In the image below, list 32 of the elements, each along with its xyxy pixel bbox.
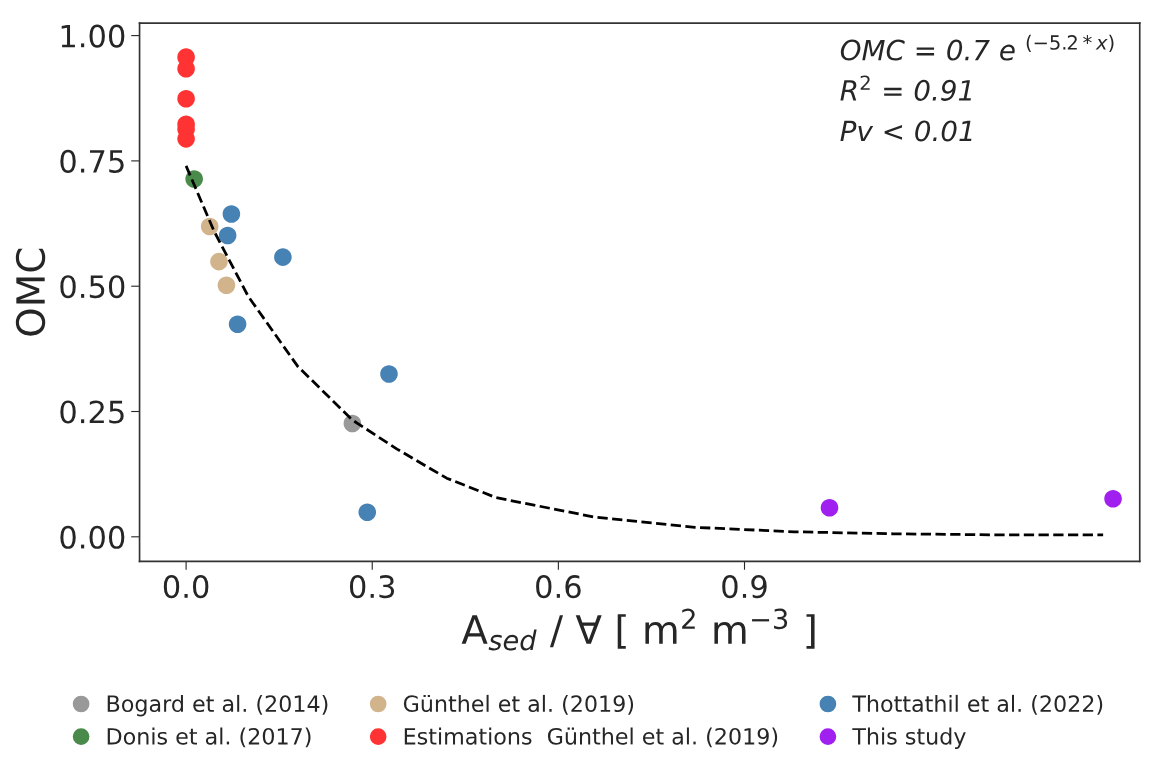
legend-label: Donis et al. (2017) [107, 727, 311, 748]
y-tick-label: 0.00 [60, 525, 125, 549]
annotation: Pv < 0.01 [840, 120, 972, 142]
point [1104, 489, 1122, 508]
y-tick-label: 0.25 [60, 400, 124, 424]
point [177, 89, 195, 108]
legend-label: Thottathil et al. (2022) [852, 694, 1103, 715]
y-tick-label: 1.00 [61, 24, 125, 48]
point [380, 365, 398, 383]
point [228, 315, 247, 334]
x-tick-label: 0.3 [349, 575, 395, 599]
annotation: OMC = 0.7 e $^{(−5.2*x)}$ [840, 34, 1114, 61]
annotation: R$^{2}$ = 0.91 [840, 75, 971, 101]
line-series [184, 164, 1105, 537]
y-tick-label: 0.75 [60, 149, 124, 173]
point [358, 503, 377, 522]
point [217, 276, 236, 294]
y-axis-title: OMC [15, 248, 46, 336]
legend-label: This study [852, 727, 966, 749]
x-axis-title: A$_{sed}$ / ∀ [ m$^{2}$ m$^{−3}$ ] [461, 608, 815, 651]
point [210, 252, 228, 271]
point [274, 248, 292, 266]
legend-label: Günthel et al. (2019) [403, 694, 634, 715]
x-tick-label: 0.0 [163, 575, 209, 599]
point [820, 498, 839, 517]
x-tick-label: 0.9 [722, 575, 767, 599]
point [218, 226, 237, 245]
legend-label: Estimations Günthel et al. (2019) [404, 727, 778, 748]
legend-label: Bogard et al. (2014) [107, 694, 328, 717]
x-tick-label: 0.6 [536, 575, 581, 599]
y-tick-label: 0.50 [60, 275, 125, 299]
point [222, 205, 241, 223]
